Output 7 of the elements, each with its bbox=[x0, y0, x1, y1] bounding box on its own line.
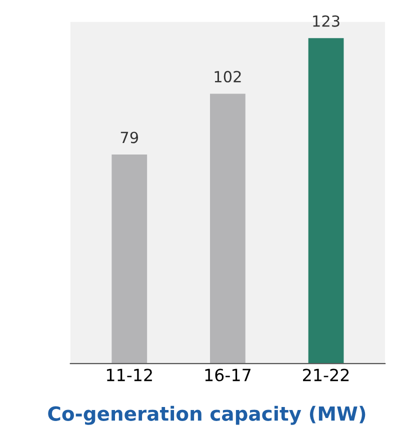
data-label: 102 bbox=[214, 70, 241, 82]
text: Co-generation capacity (MW) bbox=[48, 406, 366, 425]
x-tick-label: 21-22 bbox=[303, 368, 349, 382]
data-label: 79 bbox=[120, 132, 138, 144]
x-tick-label: 11-12 bbox=[106, 368, 152, 382]
data-label: 123 bbox=[313, 15, 340, 27]
x-tick-label: 16-17 bbox=[205, 368, 250, 382]
